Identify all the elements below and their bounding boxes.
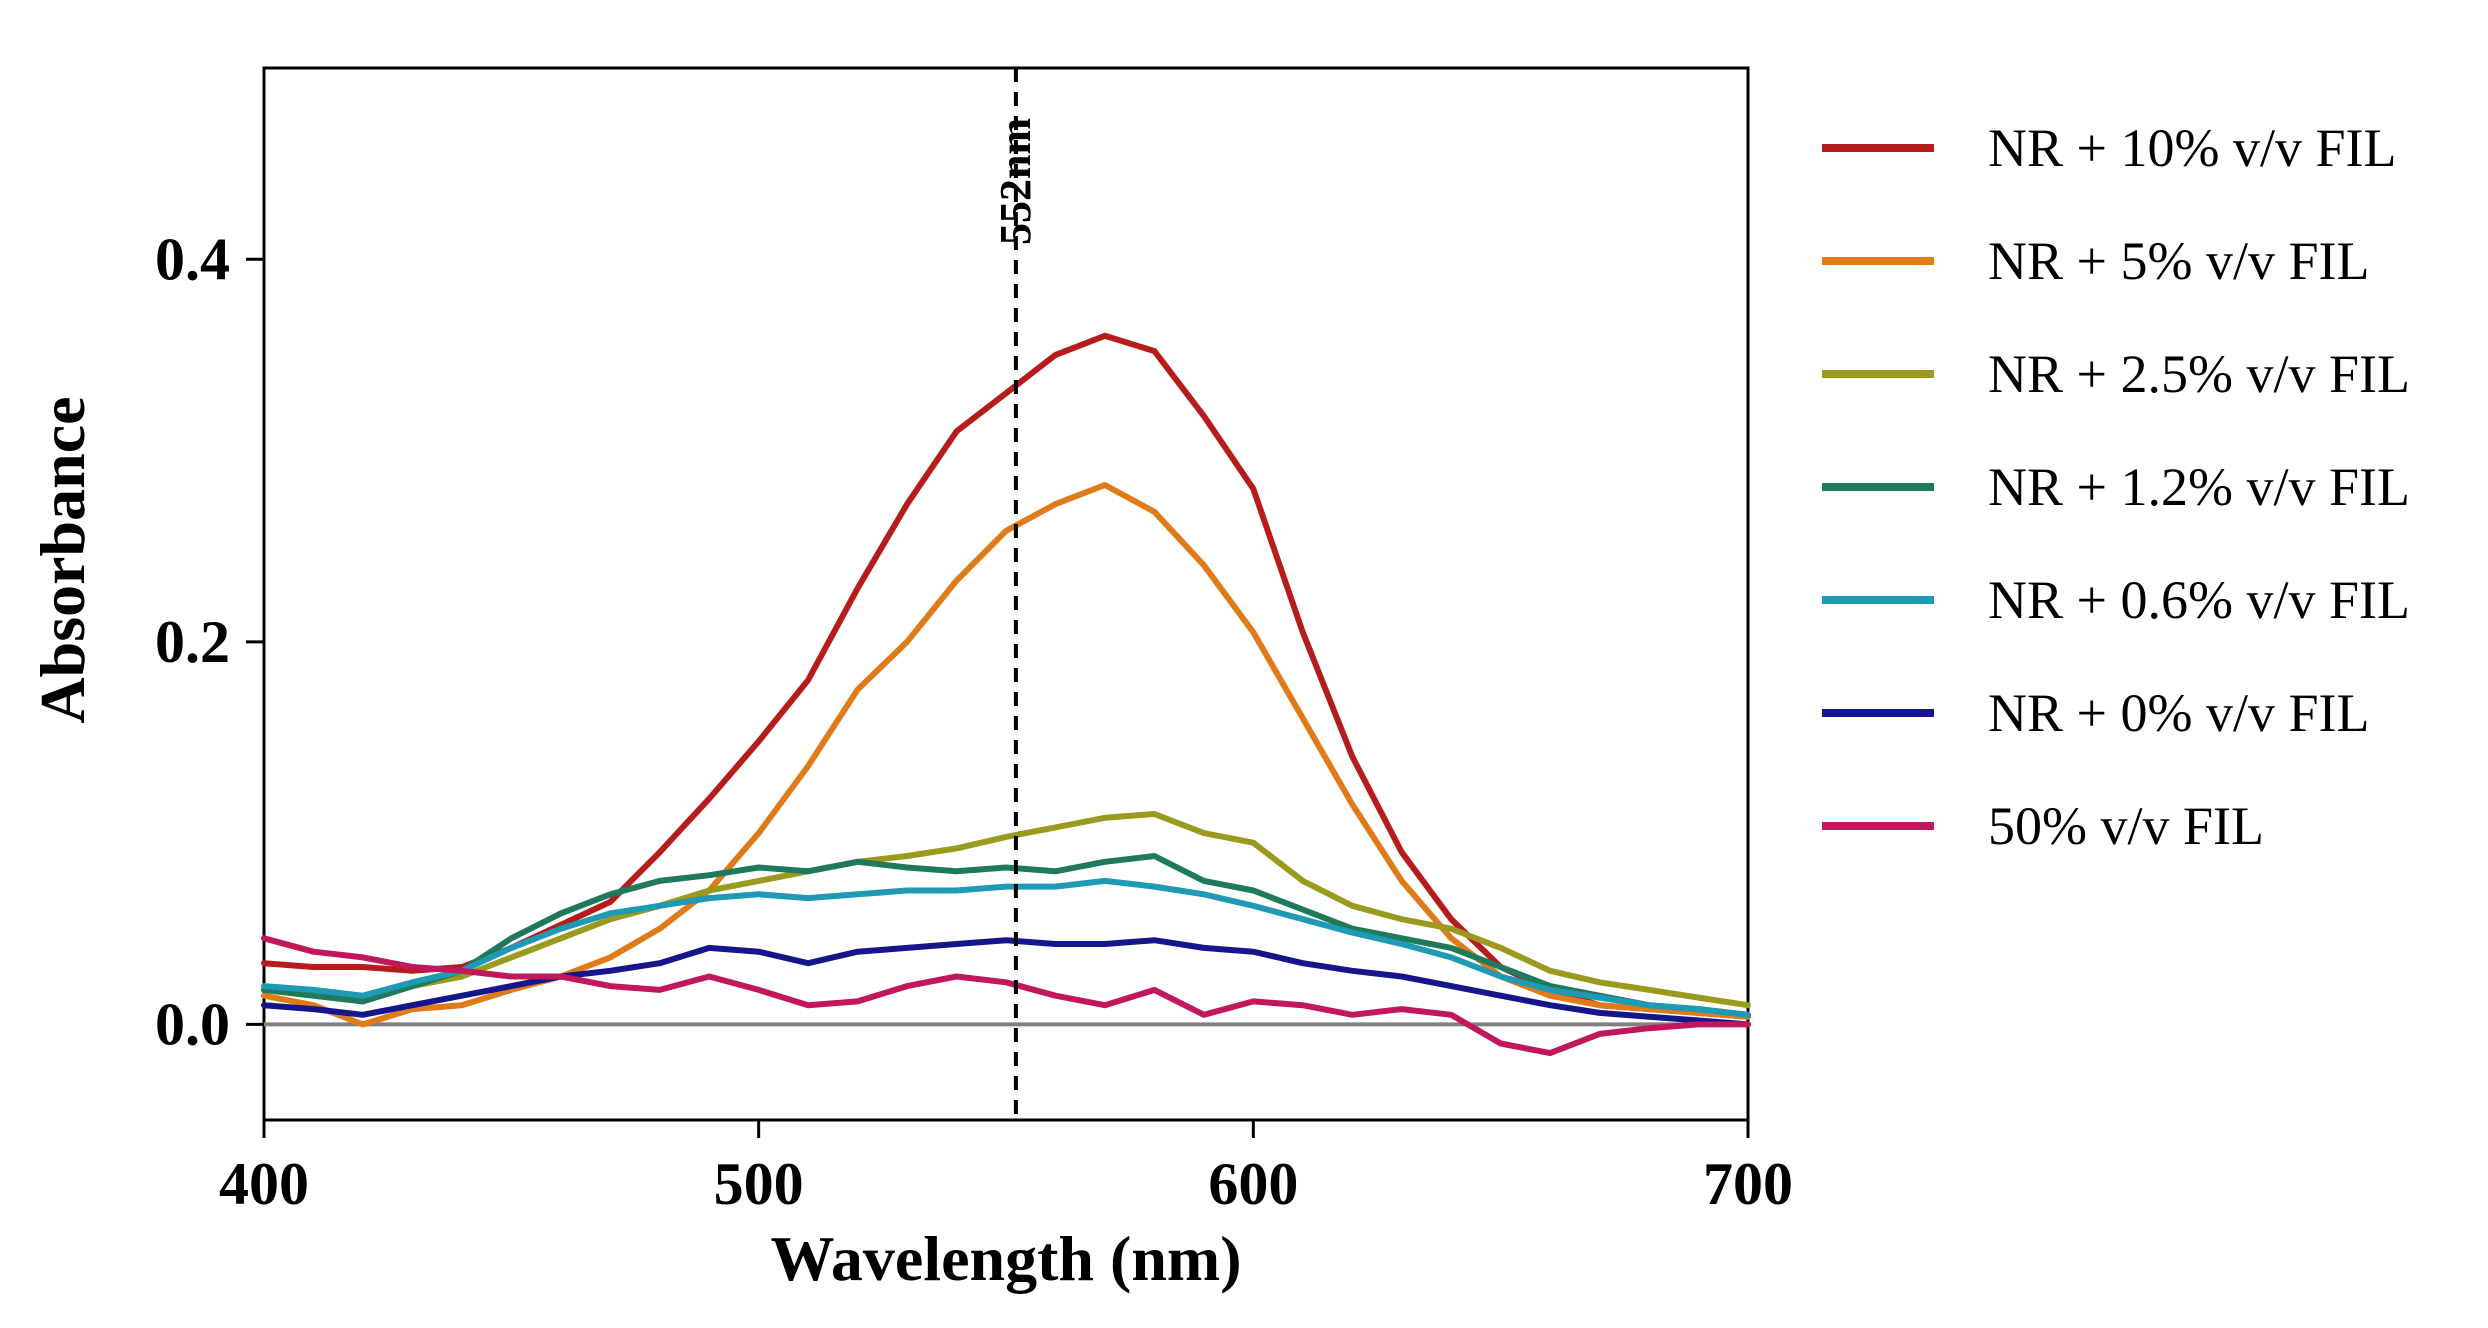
y-axis-title: Absorbance <box>27 396 98 723</box>
series-line-6 <box>261 935 1751 1057</box>
y-tick-label-0: 0.0 <box>155 991 230 1057</box>
series-group <box>261 332 1751 1057</box>
series-line-3 <box>261 853 1751 1018</box>
series-line-0 <box>261 332 1751 1020</box>
reference-line-label: 552nm <box>991 118 1040 245</box>
legend-label-2: NR + 2.5% v/v FIL <box>1988 344 2410 404</box>
series-line-4 <box>261 877 1751 1018</box>
x-tick-label-700: 700 <box>1703 1151 1793 1217</box>
legend-label-3: NR + 1.2% v/v FIL <box>1988 457 2410 517</box>
legend: NR + 10% v/v FIL NR + 5% v/v FIL NR + 2.5%… <box>1822 118 2410 856</box>
x-tick-label-400: 400 <box>219 1151 309 1217</box>
legend-label-1: NR + 5% v/v FIL <box>1988 231 2369 291</box>
series-line-2 <box>261 811 1751 1009</box>
series-line-5 <box>261 937 1751 1028</box>
x-axis-ticks: 400 500 600 700 <box>219 1120 1793 1217</box>
x-tick-label-600: 600 <box>1208 1151 1298 1217</box>
x-tick-label-500: 500 <box>714 1151 804 1217</box>
x-axis-title: Wavelength (nm) <box>770 1223 1241 1294</box>
plot-frame <box>262 66 1750 1122</box>
legend-label-0: NR + 10% v/v FIL <box>1988 118 2396 178</box>
series-line-1 <box>261 482 1751 1028</box>
legend-label-6: 50% v/v FIL <box>1988 796 2264 856</box>
legend-label-4: NR + 0.6% v/v FIL <box>1988 570 2410 630</box>
y-tick-label-2: 0.4 <box>155 226 230 292</box>
legend-label-5: NR + 0% v/v FIL <box>1988 683 2369 743</box>
y-tick-label-1: 0.2 <box>155 609 230 675</box>
y-axis-ticks: 0.0 0.2 0.4 <box>155 226 264 1057</box>
